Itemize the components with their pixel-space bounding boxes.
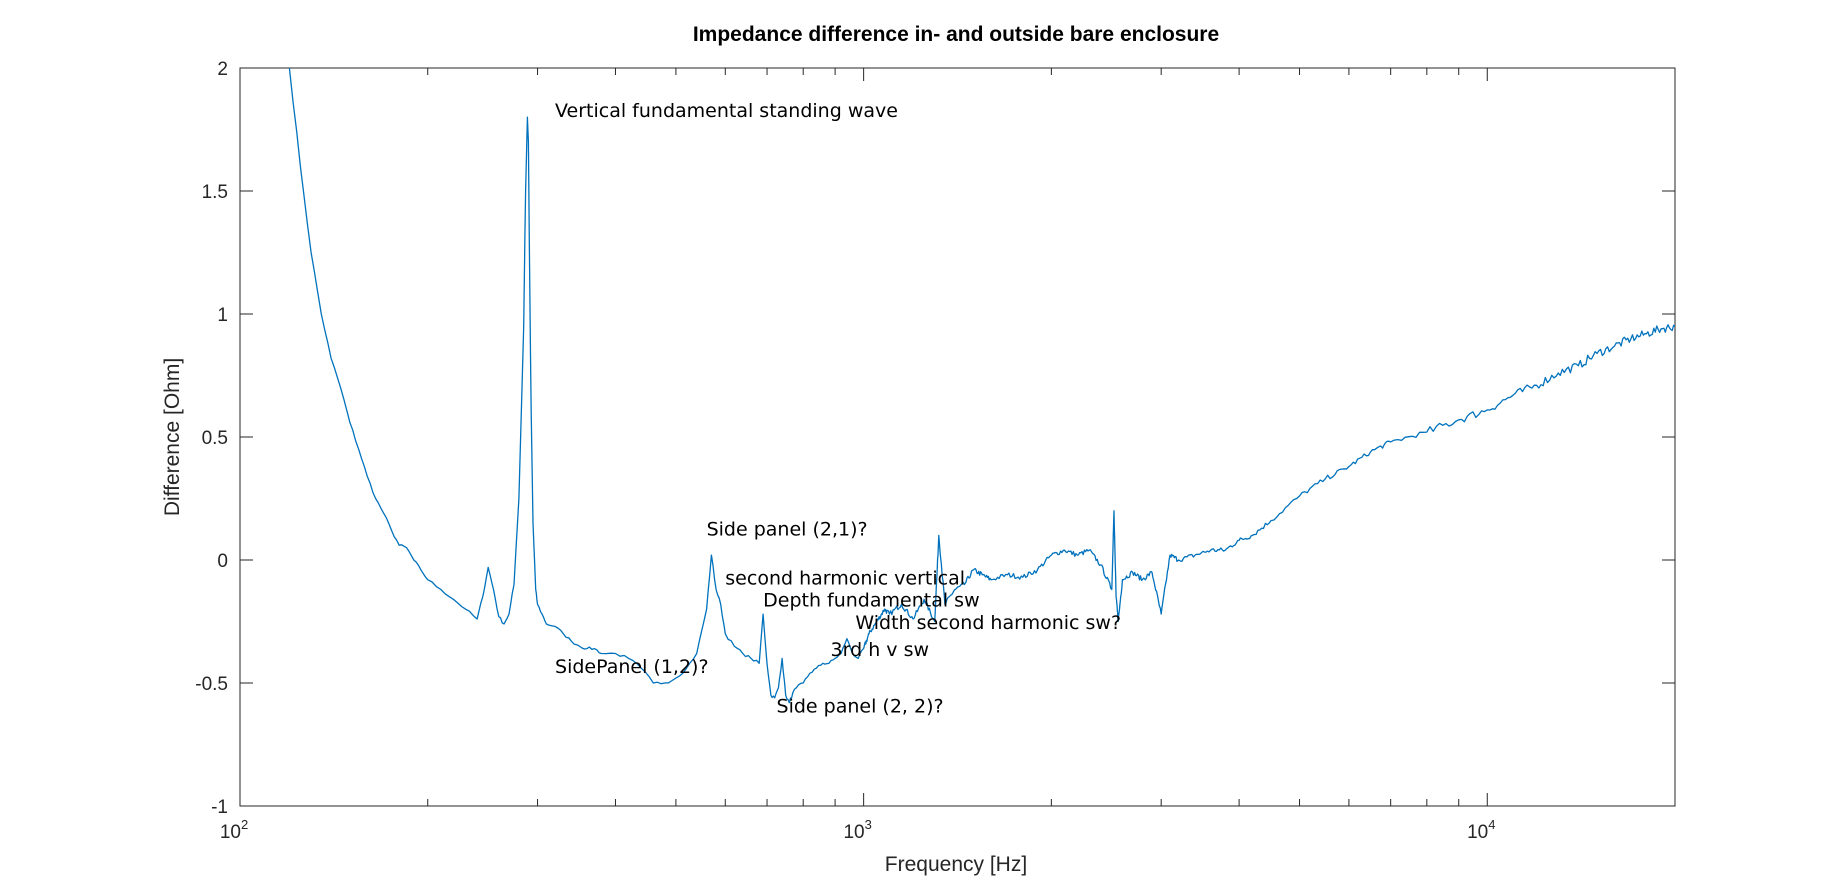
x-tick-label: 102 — [220, 817, 248, 843]
y-axis-label: Difference [Ohm] — [161, 358, 184, 516]
series-layer — [288, 68, 1675, 704]
x-axis: 102 103 104 — [220, 68, 1676, 843]
annotation: Vertical fundamental standing wave — [555, 100, 898, 122]
x-tick-exponent: 4 — [1488, 817, 1495, 832]
annotation: Width second harmonic sw? — [855, 612, 1121, 634]
annotation: Side panel (2,1)? — [707, 518, 868, 540]
annotation: 3rd h v sw — [831, 639, 929, 661]
x-tick-exponent: 3 — [865, 817, 872, 832]
annotation: second harmonic vertical — [725, 568, 965, 590]
y-tick-label: 0 — [217, 551, 228, 572]
annotation: Side panel (2, 2)? — [777, 696, 944, 718]
series-line — [288, 68, 1675, 704]
annotation: SidePanel (1,2)? — [555, 656, 709, 678]
x-tick-exponent: 2 — [241, 817, 248, 832]
x-tick-label: 104 — [1467, 817, 1495, 843]
y-tick-label: 0.5 — [202, 428, 228, 449]
x-tick-label: 103 — [843, 817, 871, 843]
x-tick-base: 10 — [220, 822, 241, 843]
x-tick-base: 10 — [1467, 822, 1488, 843]
y-tick-label: -1 — [211, 797, 228, 818]
y-axis: -1 -0.5 0 0.5 1 1.5 2 — [195, 59, 1675, 818]
annotation-layer: Vertical fundamental standing wave Side p… — [555, 100, 1121, 717]
y-tick-label: 1.5 — [202, 182, 228, 203]
annotation: Depth fundamental sw — [763, 590, 979, 612]
y-tick-label: 1 — [217, 305, 228, 326]
x-axis-label: Frequency [Hz] — [885, 853, 1027, 876]
y-tick-label: 2 — [217, 59, 228, 80]
x-tick-base: 10 — [843, 822, 864, 843]
y-tick-label: -0.5 — [195, 674, 228, 695]
chart-title: Impedance difference in- and outside bar… — [693, 23, 1219, 46]
